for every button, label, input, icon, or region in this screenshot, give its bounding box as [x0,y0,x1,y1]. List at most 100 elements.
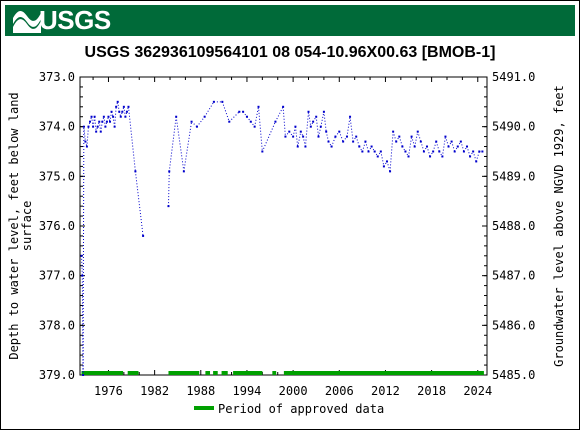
series-connector [246,116,252,123]
usgs-logo-icon [13,10,41,33]
data-point [465,145,468,148]
data-point [82,125,85,128]
data-point [304,145,307,148]
data-point [253,125,256,128]
series-connector [302,136,306,147]
data-point [309,125,312,128]
series-connector [411,136,416,147]
series-connector [318,126,322,137]
data-point [203,115,206,118]
series-connector [127,106,136,172]
data-point [358,145,361,148]
data-point [87,125,90,128]
data-point [481,150,484,153]
series-connector [123,106,126,117]
series-connector [103,116,106,127]
data-point [118,110,121,113]
data-point [112,115,115,118]
series-connector [294,126,299,147]
data-point [349,115,352,118]
series-connector [261,121,276,152]
series-connector [221,101,230,122]
data-point [110,110,113,113]
chart-title: USGS 362936109564101 08 054-10.96X00.63 … [84,44,496,61]
series-connector [414,131,419,147]
series-connector [335,131,340,137]
series-connector [466,146,471,157]
data-point [125,110,128,113]
series-connector [338,131,344,142]
y-left-axis-title-line: Depth to water level, feet below land [7,92,21,359]
data-point [469,155,472,158]
series-connector [250,121,256,127]
series-connector [361,141,366,152]
approved-period-bar [81,371,124,375]
y-right-tick-label: 5487.0 [492,269,535,283]
data-point [413,145,416,148]
series-connector [83,126,86,142]
data-point [319,125,322,128]
data-point [361,150,364,153]
series-connector [389,131,394,172]
data-point [101,120,104,123]
data-point [376,155,379,158]
y-left-axis-title-line: surface [20,201,34,252]
data-point [190,120,193,123]
data-point [296,145,299,148]
series-connector [323,111,327,132]
data-point [242,110,245,113]
approved-period-bar [168,371,200,375]
data-point [85,145,88,148]
series-connector [325,131,329,142]
series-connector [175,116,185,172]
data-point [175,115,178,118]
series-connector [98,121,102,132]
series-connector [292,126,296,137]
series-connector [472,151,477,162]
data-point [302,135,305,138]
data-point [441,155,444,158]
data-point [104,125,107,128]
data-point [89,120,92,123]
data-point [238,110,241,113]
legend-label: Period of approved data [218,402,384,416]
data-point [93,115,96,118]
usgs-banner: USGS [5,5,575,36]
approved-period-bar [127,371,139,375]
data-point [312,120,315,123]
y-right-tick-label: 5490.0 [492,120,535,134]
series-connector [109,111,113,122]
data-point [167,205,170,208]
series-connector [346,116,351,137]
approved-period-bar [233,371,263,375]
approved-period-bar [283,371,484,375]
series-connector [398,136,403,147]
data-point [228,120,231,123]
x-tick-label: 2018 [417,384,446,398]
x-tick-label: 1988 [186,384,215,398]
data-point [334,135,337,138]
data-point [80,254,83,257]
series-connector [168,116,177,172]
series-connector [288,131,294,137]
data-point [370,145,373,148]
x-tick-label: 1994 [233,384,262,398]
x-tick-label: 1976 [94,384,123,398]
data-point [475,160,478,163]
series-connector [82,126,85,376]
data-point [342,140,345,143]
data-point [221,100,224,103]
data-point [382,165,385,168]
data-point [102,115,105,118]
data-point [92,125,95,128]
data-point [416,130,419,133]
data-point [407,155,410,158]
series-connector [331,136,336,147]
series-connector [420,141,425,152]
series-connector [204,101,215,117]
x-tick-label: 1982 [140,384,169,398]
x-tick-label: 2006 [325,384,354,398]
data-point [364,140,367,143]
series-connector [167,171,170,207]
